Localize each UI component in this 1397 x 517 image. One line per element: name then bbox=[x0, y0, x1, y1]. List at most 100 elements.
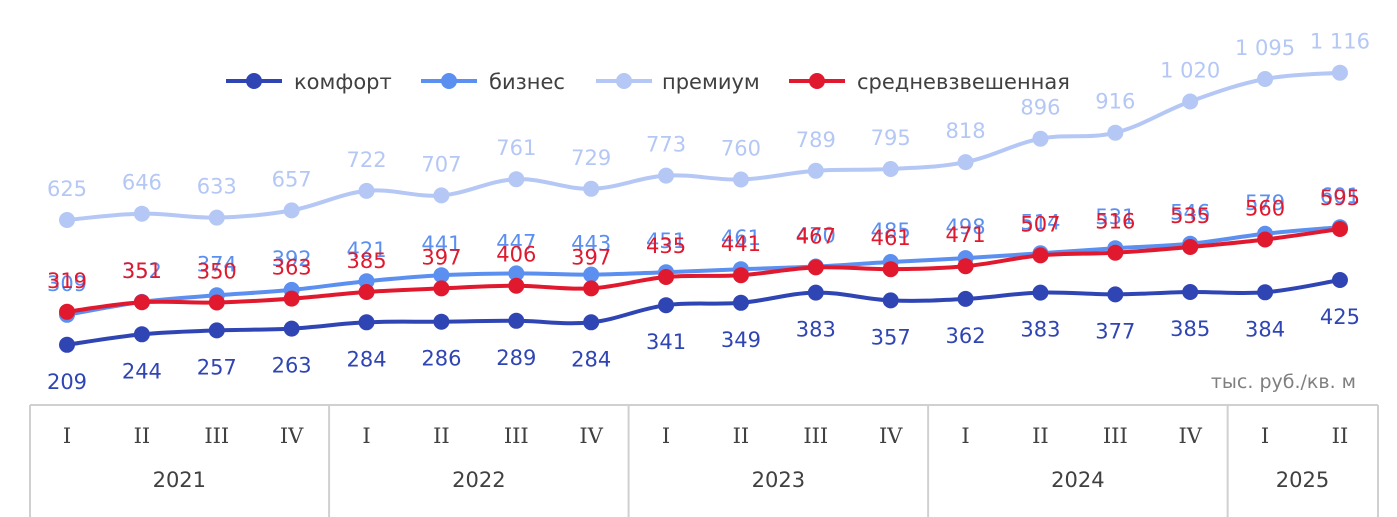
legend-item-комфорт: комфорт bbox=[226, 70, 392, 94]
year-label: 2025 bbox=[1276, 468, 1329, 492]
data-point bbox=[882, 161, 899, 177]
data-label: 722 bbox=[346, 148, 386, 172]
data-label: 507 bbox=[1020, 212, 1060, 236]
data-point bbox=[508, 277, 525, 294]
quarter-label: I bbox=[1261, 424, 1269, 448]
data-point bbox=[1107, 286, 1124, 303]
legend-label: комфорт bbox=[294, 70, 392, 94]
year-label: 2021 bbox=[153, 468, 206, 492]
data-point bbox=[882, 292, 899, 309]
data-point bbox=[433, 267, 450, 284]
series-премиум bbox=[59, 64, 1348, 228]
data-point bbox=[807, 162, 824, 179]
data-point bbox=[358, 182, 375, 199]
data-point bbox=[133, 294, 150, 311]
data-label: 516 bbox=[1095, 210, 1135, 234]
data-labels-средневзвешенная: 319 351 350 363 385 397 406 397 435 441 467 461 471 5… bbox=[47, 186, 1360, 293]
data-label: 421 bbox=[346, 238, 386, 262]
series-бизнес bbox=[59, 219, 1348, 323]
data-label: 377 bbox=[1095, 319, 1135, 343]
data-label: 485 bbox=[871, 219, 911, 243]
data-point bbox=[658, 167, 675, 184]
data-point bbox=[59, 336, 75, 353]
data-label: 385 bbox=[346, 249, 386, 273]
data-point bbox=[1107, 244, 1124, 261]
data-label: 761 bbox=[496, 136, 536, 160]
series-комфорт bbox=[59, 272, 1348, 353]
data-label: 707 bbox=[421, 152, 461, 176]
data-label: 447 bbox=[496, 230, 536, 254]
quarter-label: III bbox=[1103, 424, 1128, 448]
data-point bbox=[1331, 64, 1348, 81]
data-label: 818 bbox=[946, 119, 986, 143]
data-point bbox=[433, 313, 450, 330]
data-label: 363 bbox=[272, 256, 312, 280]
data-label: 773 bbox=[646, 133, 686, 157]
data-point bbox=[957, 290, 974, 307]
data-label: 435 bbox=[646, 234, 686, 258]
data-label: 461 bbox=[721, 226, 761, 250]
data-label: 461 bbox=[871, 226, 911, 250]
legend-item-средневзвешенная: средневзвешенная bbox=[789, 70, 1070, 94]
data-label: 397 bbox=[421, 245, 461, 269]
quarter-label: II bbox=[134, 424, 151, 448]
data-label: 284 bbox=[571, 347, 611, 371]
data-label: 357 bbox=[871, 325, 911, 349]
data-point bbox=[59, 212, 75, 228]
data-point bbox=[807, 284, 824, 301]
data-point bbox=[508, 312, 525, 329]
data-label: 560 bbox=[1245, 197, 1285, 221]
data-label: 351 bbox=[122, 259, 162, 283]
data-label: 441 bbox=[721, 232, 761, 256]
data-label: 646 bbox=[122, 171, 162, 195]
data-point bbox=[1182, 284, 1199, 300]
quarter-label: I bbox=[961, 424, 969, 448]
data-label: 263 bbox=[272, 354, 312, 378]
data-label: 209 bbox=[47, 370, 87, 394]
data-point bbox=[1257, 231, 1274, 248]
year-label: 2024 bbox=[1051, 468, 1104, 492]
data-label: 1 116 bbox=[1310, 30, 1370, 54]
data-label: 601 bbox=[1320, 184, 1360, 208]
data-point bbox=[957, 154, 974, 171]
quarter-label: I bbox=[63, 424, 71, 448]
data-label: 625 bbox=[47, 177, 87, 201]
quarter-label: I bbox=[662, 424, 670, 448]
data-point bbox=[882, 261, 899, 278]
data-point bbox=[1032, 284, 1049, 301]
data-label: 385 bbox=[1170, 317, 1210, 341]
data-label: 349 bbox=[721, 328, 761, 352]
legend-label: премиум bbox=[662, 70, 760, 94]
data-label: 397 bbox=[571, 245, 611, 269]
legend-marker bbox=[809, 73, 825, 89]
data-point bbox=[283, 320, 300, 337]
data-label: 441 bbox=[421, 232, 461, 256]
year-label: 2023 bbox=[752, 468, 805, 492]
data-label: 760 bbox=[721, 137, 761, 161]
legend-item-премиум: премиум bbox=[596, 70, 760, 94]
data-point bbox=[208, 294, 225, 311]
data-label: 579 bbox=[1245, 191, 1285, 215]
quarter-label: III bbox=[803, 424, 828, 448]
data-point bbox=[358, 284, 375, 300]
data-point bbox=[957, 258, 974, 275]
data-point bbox=[658, 269, 675, 285]
data-label: 406 bbox=[496, 243, 536, 267]
quarter-label: II bbox=[1032, 424, 1049, 448]
data-label: 362 bbox=[946, 324, 986, 348]
data-label: 633 bbox=[197, 175, 237, 199]
legend-label: бизнес bbox=[489, 70, 565, 94]
data-point bbox=[1257, 71, 1274, 87]
data-point bbox=[1182, 239, 1199, 255]
data-point bbox=[1331, 272, 1348, 288]
data-label: 546 bbox=[1170, 201, 1210, 225]
data-point bbox=[1032, 130, 1049, 147]
data-point bbox=[583, 266, 600, 283]
data-point bbox=[283, 290, 300, 307]
data-labels-премиум: 625 646 633 657 722 707 761 729 773 760 789 795 818 8… bbox=[47, 30, 1370, 201]
data-point bbox=[208, 322, 225, 339]
data-point bbox=[358, 314, 375, 331]
data-point bbox=[583, 280, 600, 297]
data-label: 392 bbox=[272, 247, 312, 271]
data-label: 383 bbox=[796, 318, 836, 342]
